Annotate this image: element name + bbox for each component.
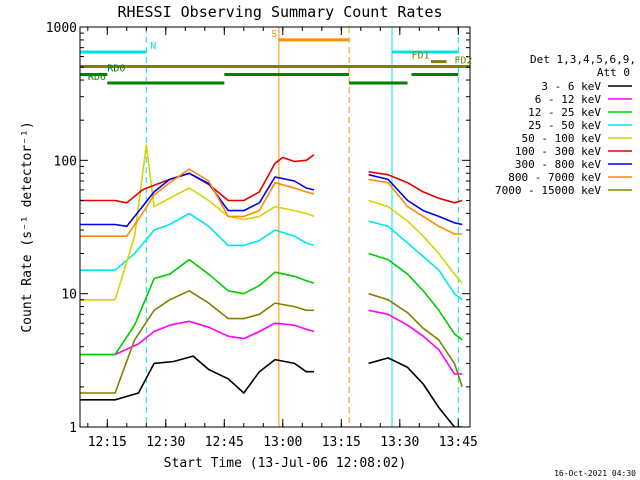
x-tick-label-6: 13:30	[380, 435, 419, 450]
y-axis-label: Count Rate (s⁻¹ detector⁻¹)	[20, 121, 35, 332]
x-tick-label-3: 12:45	[205, 435, 244, 450]
series-line-6	[80, 154, 463, 204]
legend-entry-label-8: 800 - 7000 keV	[508, 171, 601, 184]
legend-entry-label-7: 300 - 800 keV	[515, 158, 601, 171]
legend-entry-label-4: 25 - 50 keV	[528, 119, 601, 132]
y-tick-label-1: 1	[69, 421, 77, 436]
series-line-5	[80, 144, 463, 301]
x-tick-label-5: 13:15	[322, 435, 361, 450]
legend-entry-label-2: 6 - 12 keV	[535, 93, 602, 106]
legend-header-line-1: Det 1,3,4,5,6,9,	[530, 53, 636, 66]
series-layer	[80, 144, 463, 427]
footnote-timestamp: 16-Oct-2021 04:30	[554, 469, 636, 478]
legend-entry-label-9: 7000 - 15000 keV	[495, 184, 601, 197]
y-tick-label-4: 1000	[46, 21, 77, 36]
legend-entry-label-3: 12 - 25 keV	[528, 106, 601, 119]
series-line-9	[80, 290, 463, 394]
status-bar-label-s: S	[271, 29, 277, 40]
legend-header-line-2: Att 0	[597, 66, 630, 79]
x-tick-label-7: 13:45	[439, 435, 478, 450]
series-line-2	[80, 309, 463, 375]
status-bar-label-rd6: RD6	[88, 72, 106, 83]
status-bar-label-rd0: RD0	[107, 64, 125, 75]
x-tick-label-4: 13:00	[263, 435, 302, 450]
series-line-3	[80, 252, 463, 356]
status-bar-label-fd2: FD2	[454, 56, 472, 67]
status-bar-label-n: N	[150, 41, 156, 52]
x-tick-label-2: 12:30	[146, 435, 185, 450]
series-line-1	[80, 355, 463, 427]
x-tick-label-1: 12:15	[88, 435, 127, 450]
legend-entry-label-5: 50 - 100 keV	[522, 132, 602, 145]
series-line-8	[80, 168, 463, 237]
legend-entry-label-6: 100 - 300 keV	[515, 145, 601, 158]
status-bar-label-fd1: FD1	[412, 51, 430, 62]
series-line-7	[80, 172, 463, 228]
series-line-4	[80, 212, 463, 301]
y-tick-label-2: 10	[61, 288, 77, 303]
x-axis-label: Start Time (13-Jul-06 12:08:02)	[164, 456, 407, 471]
axis-layer: 12:15 12:30 12:45 13:00 13:15 13:30 13:45 1 10 10…	[46, 21, 478, 450]
y-tick-label-3: 100	[54, 154, 77, 169]
chart-title: RHESSI Observing Summary Count Rates	[117, 3, 442, 21]
plot-frame	[79, 26, 471, 428]
legend-entry-label-1: 3 - 6 keV	[541, 80, 601, 93]
